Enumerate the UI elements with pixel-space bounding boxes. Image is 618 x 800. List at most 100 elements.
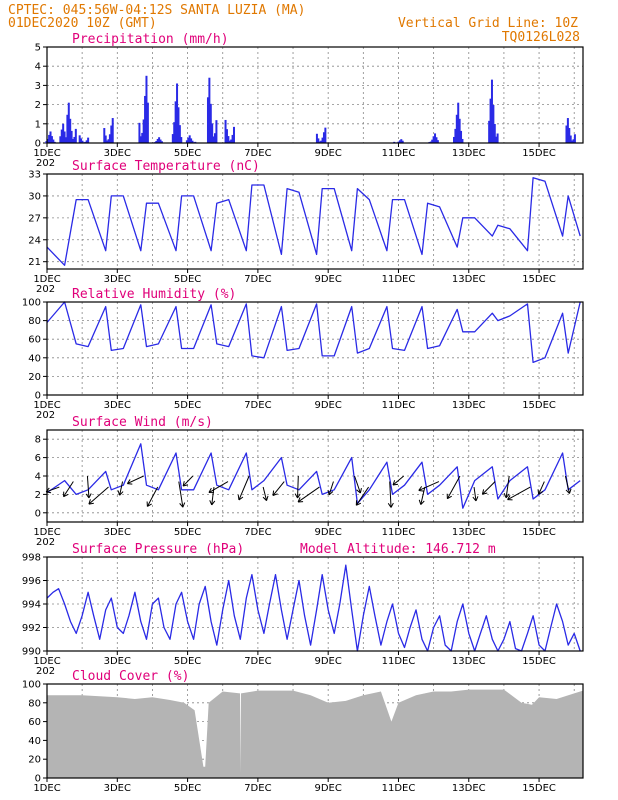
x-tick-label: 5DEC [174, 274, 201, 285]
x-year-label: 202 [36, 666, 55, 677]
panel-frame [46, 173, 584, 270]
wind-vector [86, 475, 90, 498]
precip-bar [461, 138, 464, 143]
x-tick-label: 11DEC [382, 274, 416, 285]
panel-frame [46, 683, 584, 779]
rh-title: Relative Humidity (%) [72, 287, 236, 302]
x-tick-label: 13DEC [452, 400, 486, 411]
y-tick-label: 40 [28, 353, 41, 364]
x-tick-label: 11DEC [382, 656, 416, 667]
wind-vector-head [146, 501, 152, 507]
wind-vector-head [85, 493, 92, 499]
wind-vector [355, 486, 370, 506]
y-tick-label: 0 [35, 508, 41, 519]
x-year-label: 202 [36, 537, 55, 548]
wind-vector-head [117, 490, 124, 496]
y-tick-label: 40 [28, 736, 41, 747]
wind-vector [63, 481, 74, 497]
x-tick-label: 1DEC [33, 783, 60, 794]
y-tick-label: 20 [28, 755, 41, 766]
x-tick-label: 15DEC [522, 783, 556, 794]
x-tick-label: 1DEC [33, 274, 60, 285]
x-tick-label: 3DEC [104, 783, 131, 794]
x-tick-label: 7DEC [244, 148, 271, 159]
precip-bar [52, 139, 55, 143]
x-tick-label: 13DEC [452, 783, 486, 794]
wind-vector [420, 486, 426, 505]
precip-bar [155, 140, 158, 143]
wind-vector-head [294, 493, 301, 499]
precip-bar [188, 135, 191, 143]
y-tick-label: 100 [22, 298, 41, 309]
precip-bar [111, 118, 114, 143]
precip-bar [49, 131, 52, 143]
y-tick-label: 24 [28, 235, 41, 246]
x-tick-label: 11DEC [382, 148, 416, 159]
precip-bar [455, 114, 458, 143]
y-tick-label: 6 [35, 453, 41, 464]
precip-bar [180, 137, 183, 143]
precip-bar [460, 130, 463, 143]
precip-bar [206, 97, 209, 143]
precip-bar [214, 133, 217, 143]
temp-series-line [46, 177, 581, 266]
precip-bar [103, 128, 106, 143]
y-tick-label: 100 [22, 680, 41, 691]
precip-bar [138, 122, 141, 143]
y-tick-label: 990 [22, 647, 41, 658]
precip-bar [158, 137, 161, 143]
wind-vector-head [327, 489, 334, 496]
grid-note: Vertical Grid Line: 10Z [398, 16, 578, 31]
precip-bar [435, 137, 438, 143]
wind-vector [238, 475, 250, 501]
x-tick-label: 3DEC [104, 527, 131, 538]
cloud-title: Cloud Cover (%) [72, 669, 189, 684]
x-tick-label: 3DEC [104, 656, 131, 667]
precip-bar [495, 136, 498, 143]
precip-bar [566, 118, 569, 143]
precip-bar [228, 140, 231, 143]
precip-bar [321, 137, 324, 143]
panel-rh: 0 20 40 60 80 100 1DEC 3DEC 5DEC 7DEC 9DEC 11DEC 13D… [22, 287, 584, 421]
wind-vector-head [537, 489, 544, 495]
precip-bar [401, 140, 404, 143]
station-header: CPTEC: 045:56W-04:12S SANTA LUZIA (MA) [8, 3, 305, 18]
precip-bar [141, 132, 144, 143]
x-tick-label: 15DEC [522, 274, 556, 285]
precip-bar [146, 102, 149, 143]
wind-vector [507, 486, 531, 501]
panel-frame [46, 429, 584, 523]
precip-bar [458, 118, 461, 143]
y-tick-label: 30 [28, 191, 41, 202]
precip-bar [457, 102, 460, 143]
wind-vector [297, 475, 299, 499]
x-tick-label: 5DEC [174, 400, 201, 411]
precip-bar [565, 125, 568, 143]
x-tick-label: 13DEC [452, 656, 486, 667]
precip-bar [232, 126, 235, 143]
x-tick-label: 15DEC [522, 656, 556, 667]
x-tick-label: 7DEC [244, 274, 271, 285]
precip-bar [81, 140, 84, 143]
wind-vector [297, 486, 320, 503]
precip-bar [573, 134, 576, 143]
precip-bar [185, 140, 188, 143]
precip-bar [572, 139, 575, 143]
precip-bar [568, 128, 571, 143]
x-tick-label: 9DEC [314, 400, 341, 411]
precip-bar [209, 103, 212, 143]
precip-bar [60, 129, 63, 143]
wind-vector-head [507, 495, 513, 501]
precip-bar [320, 140, 323, 143]
wind-vector-head [418, 486, 424, 492]
y-tick-label: 996 [22, 576, 41, 587]
precip-title: Precipitation (mm/h) [72, 32, 229, 47]
precip-bar [453, 136, 456, 143]
y-tick-label: 994 [22, 600, 41, 611]
y-tick-label: 20 [28, 372, 41, 383]
precip-bar [190, 138, 193, 143]
precip-bar [110, 125, 113, 143]
wind-vector [88, 486, 109, 505]
precip-bar [178, 125, 181, 143]
